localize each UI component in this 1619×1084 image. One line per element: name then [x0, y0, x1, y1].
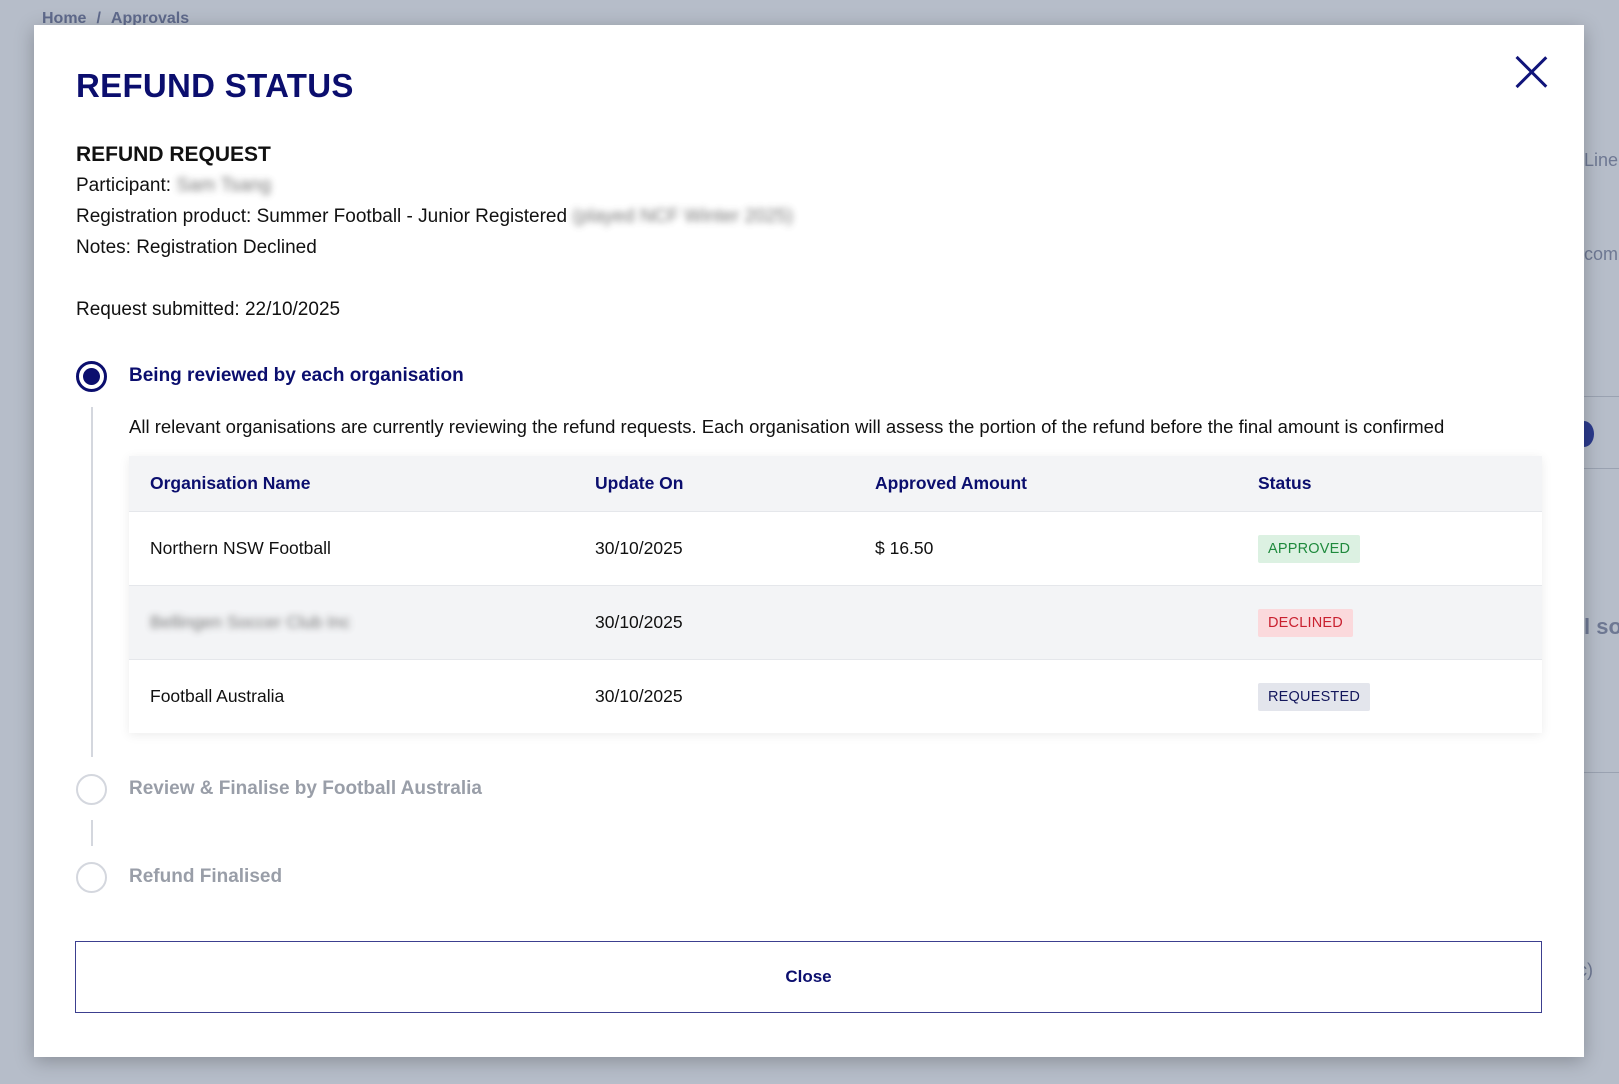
step-2-label: Review & Finalise by Football Australia	[129, 778, 482, 799]
breadcrumb-home[interactable]: Home	[42, 10, 87, 27]
submitted-line: Request submitted: 22/10/2025	[76, 299, 340, 321]
step-1-indicator	[76, 361, 107, 392]
cell-organisation: Northern NSW Football	[150, 538, 331, 558]
breadcrumb: Home / Approvals	[42, 10, 189, 28]
close-button[interactable]: Close	[75, 941, 1542, 1013]
step-connector	[91, 407, 93, 757]
column-approved-amount: Approved Amount	[875, 473, 1027, 493]
table-row: Football Australia 30/10/2025 REQUESTED	[129, 659, 1542, 733]
cell-organisation: Bellingen Soccer Club Inc	[129, 612, 595, 633]
product-value: Summer Football - Junior Registered	[256, 206, 568, 227]
table-row: Northern NSW Football 30/10/2025 $ 16.50…	[129, 511, 1542, 585]
background-divider	[1584, 772, 1619, 773]
column-update-on: Update On	[595, 473, 684, 493]
product-suffix: (played NCF Winter 2025)	[572, 206, 794, 227]
cell-updated: 30/10/2025	[595, 612, 683, 632]
table-header: Organisation Name Update On Approved Amo…	[129, 456, 1542, 511]
cell-updated: 30/10/2025	[595, 538, 683, 558]
background-text: com	[1584, 244, 1619, 264]
cell-status: APPROVED	[1258, 534, 1542, 563]
product-line: Registration product: Summer Football - …	[76, 206, 793, 228]
refund-status-modal: REFUND STATUS REFUND REQUEST Participant…	[34, 25, 1584, 1057]
column-status: Status	[1258, 473, 1312, 493]
modal-title: REFUND STATUS	[76, 67, 354, 104]
participant-line: Participant: Sam Tsang	[76, 175, 271, 197]
table-row: Bellingen Soccer Club Inc 30/10/2025 DEC…	[129, 585, 1542, 659]
notes-label: Notes:	[76, 237, 131, 258]
step-3-indicator	[76, 862, 107, 893]
status-badge-approved: APPROVED	[1258, 534, 1361, 563]
cell-amount: $ 16.50	[875, 538, 934, 558]
cell-status: DECLINED	[1258, 608, 1542, 637]
background-text: Line	[1584, 150, 1619, 170]
background-text: l so	[1584, 614, 1619, 639]
background-divider	[1584, 468, 1619, 469]
status-badge-requested: REQUESTED	[1258, 682, 1371, 711]
notes-line: Notes: Registration Declined	[76, 237, 317, 259]
breadcrumb-current[interactable]: Approvals	[110, 10, 190, 27]
close-icon[interactable]	[1514, 55, 1548, 89]
status-badge-declined: DECLINED	[1258, 608, 1353, 637]
submitted-value: 22/10/2025	[244, 299, 341, 320]
organisation-table: Organisation Name Update On Approved Amo…	[129, 456, 1542, 733]
cell-updated: 30/10/2025	[595, 686, 683, 706]
participant-value: Sam Tsang	[176, 175, 272, 196]
step-2-indicator	[76, 774, 107, 805]
cell-status: REQUESTED	[1258, 682, 1542, 711]
step-connector	[91, 820, 93, 846]
column-organisation-name: Organisation Name	[150, 473, 311, 493]
organisation-name-redacted: Bellingen Soccer Club Inc	[150, 612, 351, 632]
refund-request-heading: REFUND REQUEST	[76, 143, 271, 166]
cell-organisation: Football Australia	[150, 686, 285, 706]
participant-label: Participant:	[76, 175, 172, 196]
submitted-label: Request submitted:	[76, 299, 240, 320]
background-divider	[1584, 396, 1619, 397]
breadcrumb-separator: /	[96, 10, 101, 27]
step-1-label: Being reviewed by each organisation	[129, 365, 464, 386]
step-1-description: All relevant organisations are currently…	[129, 416, 1445, 437]
notes-value: Registration Declined	[136, 237, 317, 258]
product-label: Registration product:	[76, 206, 252, 227]
step-3-label: Refund Finalised	[129, 866, 283, 887]
